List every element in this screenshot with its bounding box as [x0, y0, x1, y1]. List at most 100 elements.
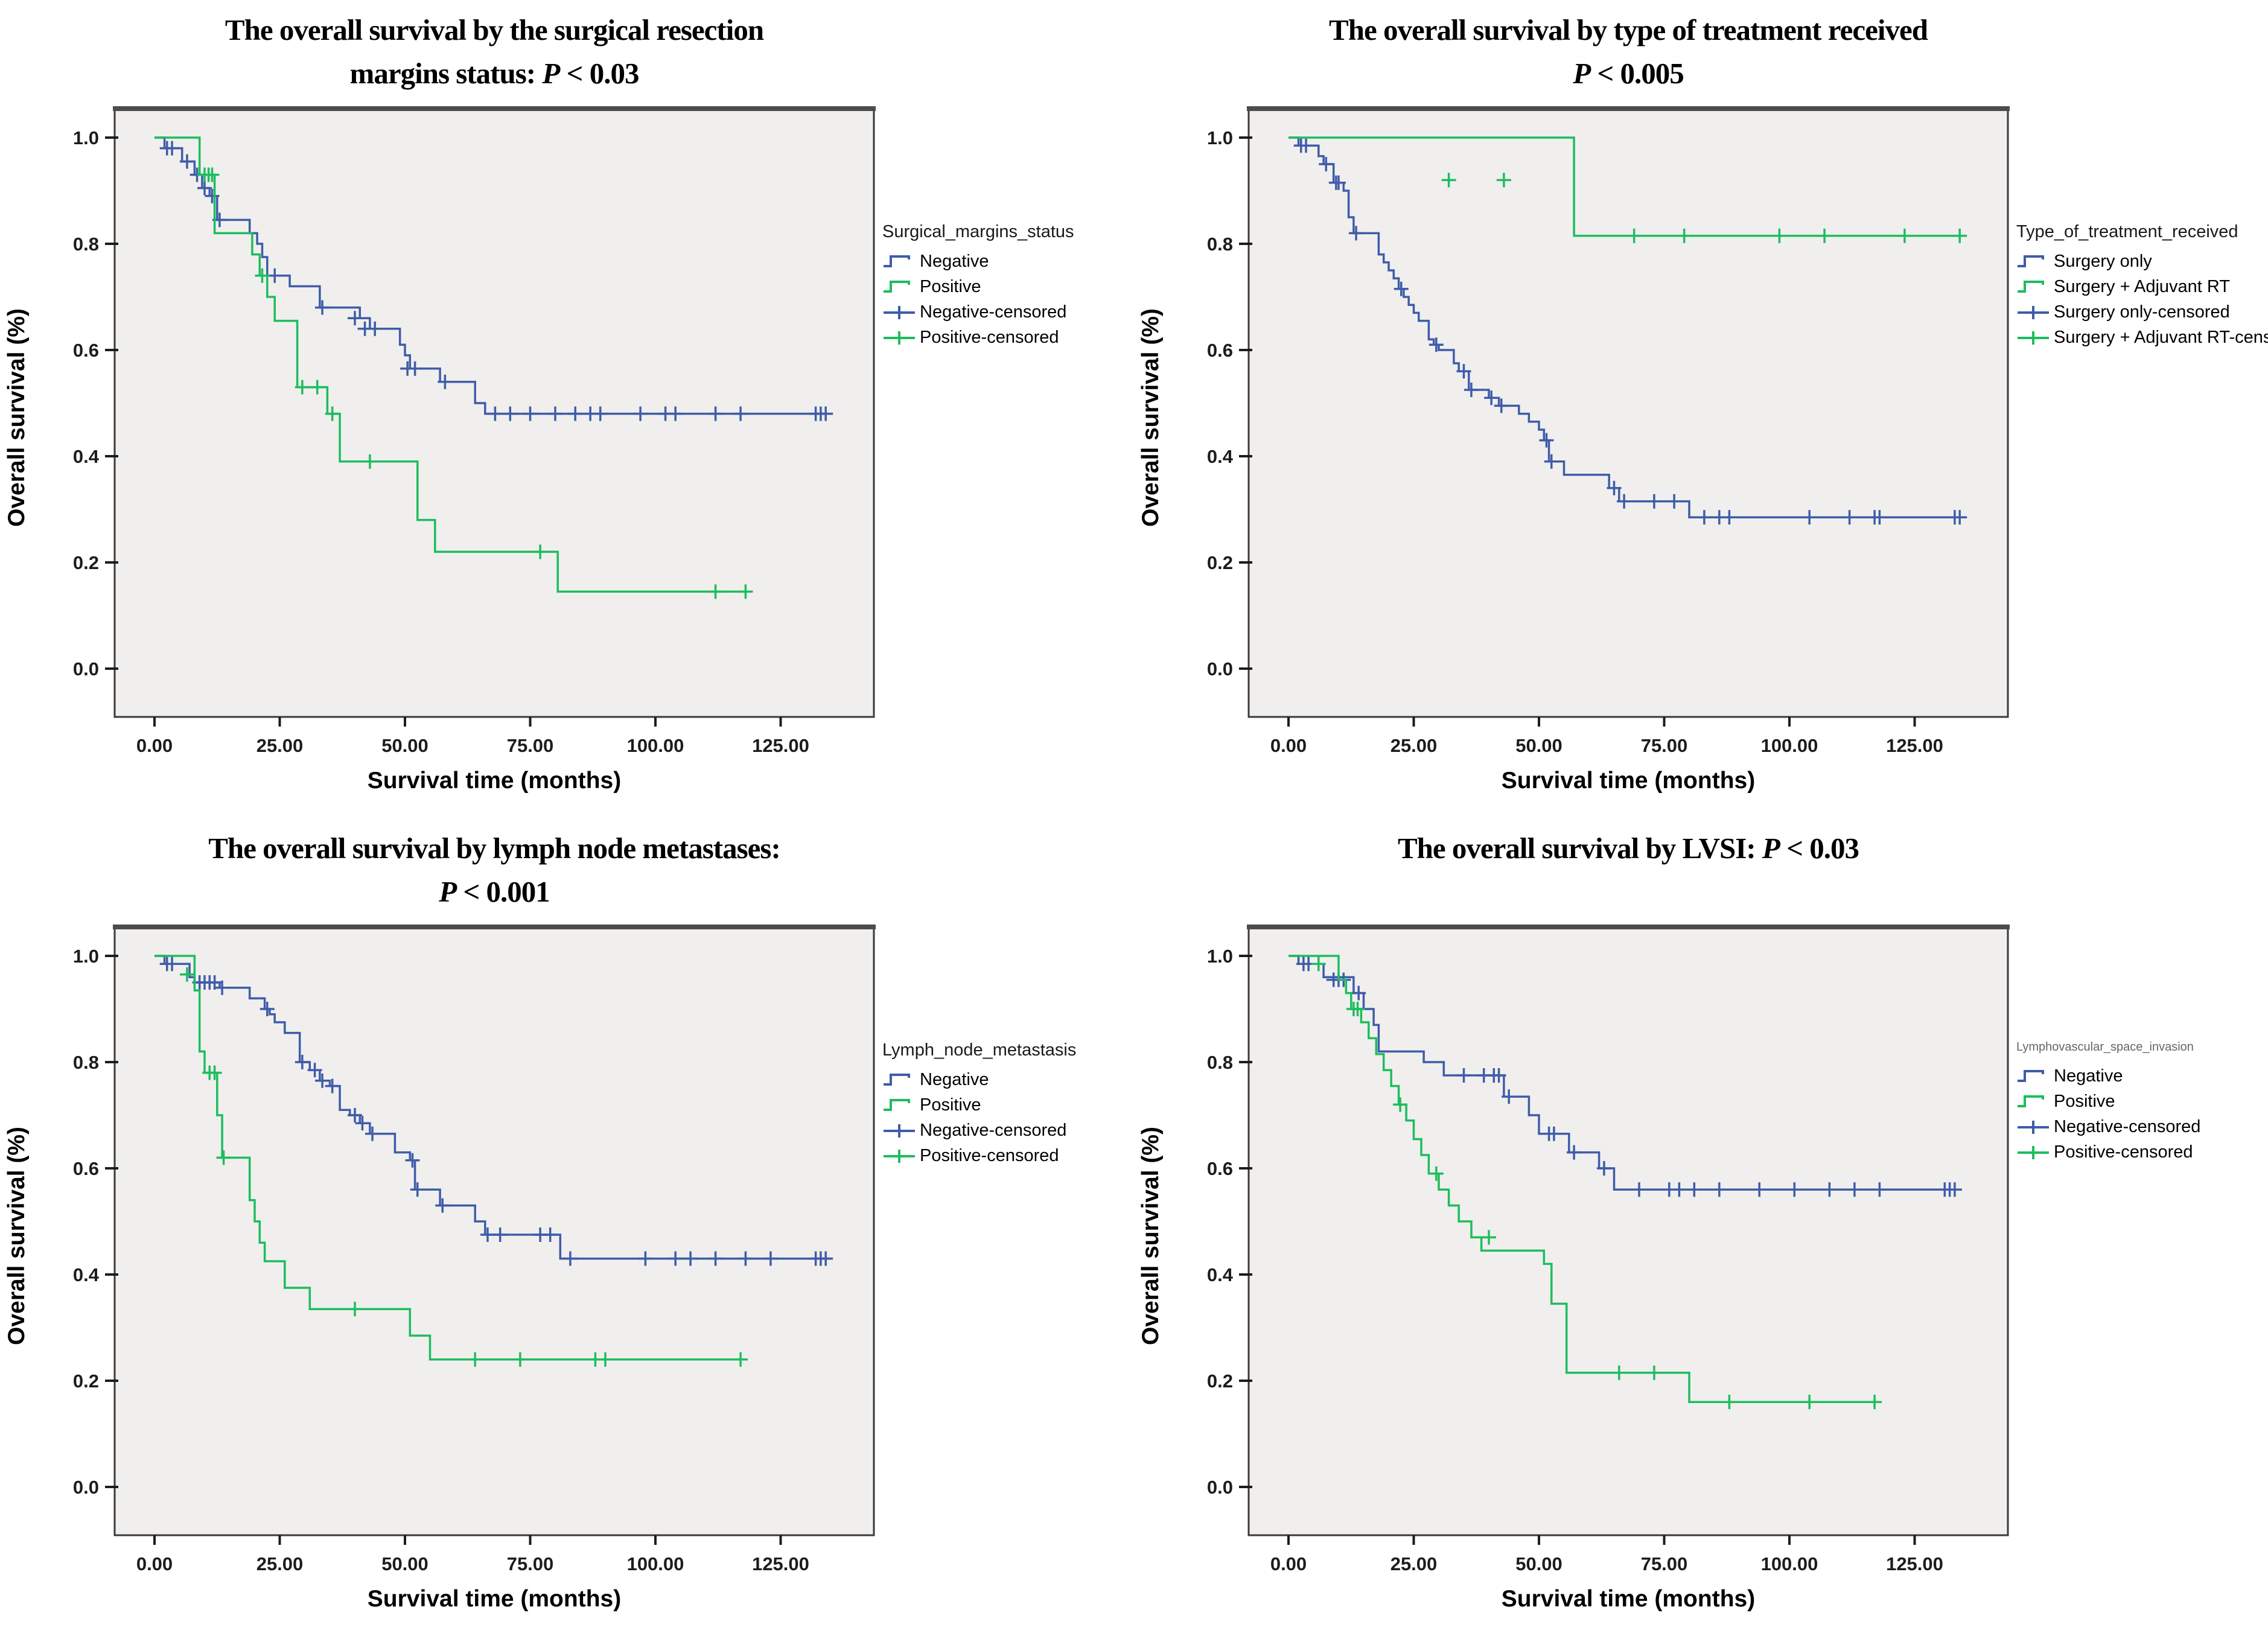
chart-title: The overall survival by the surgical res… — [0, 0, 989, 103]
chart-title-line2: P < 0.005 — [1573, 57, 1684, 90]
plot-area-wrap: Overall survival (%) 0.0 0.2 0.4 0.6 0.8 1.0 0… — [1134, 103, 2268, 818]
svg-text:75.00: 75.00 — [507, 735, 554, 756]
step-line-icon — [884, 255, 910, 267]
chart-title-line2: P < 0.001 — [439, 875, 550, 908]
km-chart: 0.0 0.2 0.4 0.6 0.8 1.0 0.00 25.00 50.00 75.00 100… — [73, 925, 876, 1574]
svg-text:25.00: 25.00 — [256, 735, 304, 756]
svg-text:1.0: 1.0 — [73, 127, 99, 148]
svg-text:0.00: 0.00 — [1270, 735, 1307, 756]
legend-item-label: Surgery + Adjuvant RT-censored — [2054, 328, 2268, 347]
km-panel-lvsi: The overall survival by LVSI: P < 0.03 O… — [1134, 818, 2268, 1636]
legend-item: Negative — [2016, 1066, 2267, 1086]
svg-text:0.2: 0.2 — [73, 1370, 99, 1392]
legend-item: Surgery only — [2016, 252, 2267, 272]
legend: Type_of_treatment_received Surgery only … — [2016, 222, 2268, 353]
svg-text:125.00: 125.00 — [752, 735, 809, 756]
svg-text:0.4: 0.4 — [73, 446, 100, 467]
y-axis-label: Overall survival (%) — [1138, 1127, 1164, 1346]
svg-text:0.8: 0.8 — [73, 1052, 99, 1073]
y-axis-label: Overall survival (%) — [4, 1127, 30, 1346]
x-axis-label: Survival time (months) — [1501, 768, 1756, 794]
svg-text:25.00: 25.00 — [1390, 1553, 1438, 1574]
legend-item: Negative — [882, 252, 1133, 272]
legend-item-label: Negative-censored — [2054, 1117, 2201, 1136]
legend-item-label: Negative — [920, 252, 989, 271]
chart-title-line2: margins status: P < 0.03 — [349, 57, 640, 90]
x-axis-label: Survival time (months) — [1501, 1586, 1756, 1612]
legend-item: Surgery + Adjuvant RT — [2016, 277, 2267, 297]
svg-text:1.0: 1.0 — [1207, 946, 1233, 967]
legend-item: Positive-censored — [882, 1146, 1133, 1166]
svg-text:50.00: 50.00 — [1515, 735, 1562, 756]
legend-item-label: Positive — [2054, 1092, 2115, 1111]
svg-text:0.0: 0.0 — [1207, 1477, 1233, 1498]
legend-title: Lymphovascular_space_invasion — [2016, 1040, 2194, 1054]
chart-title: The overall survival by LVSI: P < 0.03 — [1134, 818, 2123, 921]
legend-item-label: Positive-censored — [2054, 1142, 2193, 1162]
svg-text:100.00: 100.00 — [627, 735, 684, 756]
step-line-icon — [884, 1098, 910, 1111]
svg-text:75.00: 75.00 — [507, 1553, 554, 1574]
svg-text:125.00: 125.00 — [1886, 1553, 1943, 1574]
legend: Lymph_node_metastasis Negative Positive … — [882, 1040, 1133, 1171]
step-line-icon — [884, 280, 910, 293]
y-axis-label: Overall survival (%) — [1138, 308, 1164, 527]
svg-text:0.4: 0.4 — [1207, 446, 1234, 467]
km-panel-treatment-type: The overall survival by type of treatmen… — [1134, 0, 2268, 818]
chart-title: The overall survival by type of treatmen… — [1134, 0, 2123, 103]
svg-text:50.00: 50.00 — [1515, 1553, 1562, 1574]
svg-text:0.6: 0.6 — [73, 340, 99, 361]
legend-item-label: Surgery only-censored — [2054, 302, 2230, 322]
svg-text:0.2: 0.2 — [1207, 552, 1233, 573]
chart-title-line1: The overall survival by type of treatmen… — [1329, 13, 1928, 46]
legend: Lymphovascular_space_invasion Negative P… — [2016, 1040, 2267, 1168]
svg-text:0.6: 0.6 — [73, 1158, 99, 1179]
step-line-icon — [2018, 1069, 2044, 1082]
legend-item: Negative — [882, 1070, 1133, 1090]
plot-area-wrap: Overall survival (%) 0.0 0.2 0.4 0.6 0.8 1.0 0… — [0, 921, 1134, 1636]
svg-text:25.00: 25.00 — [1390, 735, 1438, 756]
step-line-icon — [2018, 280, 2044, 293]
svg-text:0.00: 0.00 — [136, 735, 173, 756]
legend-item: Surgery + Adjuvant RT-censored — [2016, 328, 2268, 348]
legend-item: Positive — [2016, 1092, 2267, 1112]
legend-item-label: Surgery + Adjuvant RT — [2054, 277, 2231, 296]
svg-text:0.8: 0.8 — [73, 234, 99, 255]
censor-plus-icon — [2018, 331, 2049, 345]
legend: Surgical_margins_status Negative Positiv… — [882, 222, 1133, 353]
svg-text:0.6: 0.6 — [1207, 340, 1233, 361]
censor-plus-icon — [884, 331, 915, 345]
svg-text:0.6: 0.6 — [1207, 1158, 1233, 1179]
legend-item: Positive — [882, 1095, 1133, 1115]
legend-title: Lymph_node_metastasis — [882, 1040, 1077, 1060]
svg-text:125.00: 125.00 — [752, 1553, 809, 1574]
legend-item: Positive-censored — [2016, 1142, 2267, 1162]
svg-text:0.0: 0.0 — [73, 658, 99, 680]
censor-plus-icon — [2018, 1145, 2049, 1159]
step-line-icon — [884, 1073, 910, 1086]
svg-text:0.00: 0.00 — [1270, 1553, 1307, 1574]
svg-text:1.0: 1.0 — [73, 946, 99, 967]
svg-text:75.00: 75.00 — [1641, 735, 1688, 756]
censor-plus-icon — [884, 1124, 915, 1138]
svg-text:0.2: 0.2 — [1207, 1370, 1233, 1392]
svg-text:0.0: 0.0 — [73, 1477, 99, 1498]
svg-text:1.0: 1.0 — [1207, 127, 1233, 148]
legend-item-label: Negative-censored — [920, 1121, 1067, 1140]
legend-item-label: Negative — [920, 1070, 989, 1089]
km-panel-surgical-margins: The overall survival by the surgical res… — [0, 0, 1134, 818]
legend-title: Type_of_treatment_received — [2016, 222, 2238, 241]
legend-item: Negative-censored — [882, 302, 1133, 322]
legend-item: Surgery only-censored — [2016, 302, 2267, 322]
censor-plus-icon — [2018, 305, 2049, 319]
censor-plus-icon — [2018, 1120, 2049, 1134]
svg-text:75.00: 75.00 — [1641, 1553, 1688, 1574]
svg-text:0.4: 0.4 — [73, 1264, 100, 1285]
chart-title-line1: The overall survival by the surgical res… — [225, 13, 764, 46]
svg-text:0.4: 0.4 — [1207, 1264, 1234, 1285]
legend-item: Negative-censored — [2016, 1117, 2267, 1137]
legend-item-label: Positive-censored — [920, 328, 1059, 347]
plot-area-wrap: Overall survival (%) 0.0 0.2 0.4 0.6 0.8 1.0 0… — [0, 103, 1134, 818]
svg-text:0.0: 0.0 — [1207, 658, 1233, 680]
